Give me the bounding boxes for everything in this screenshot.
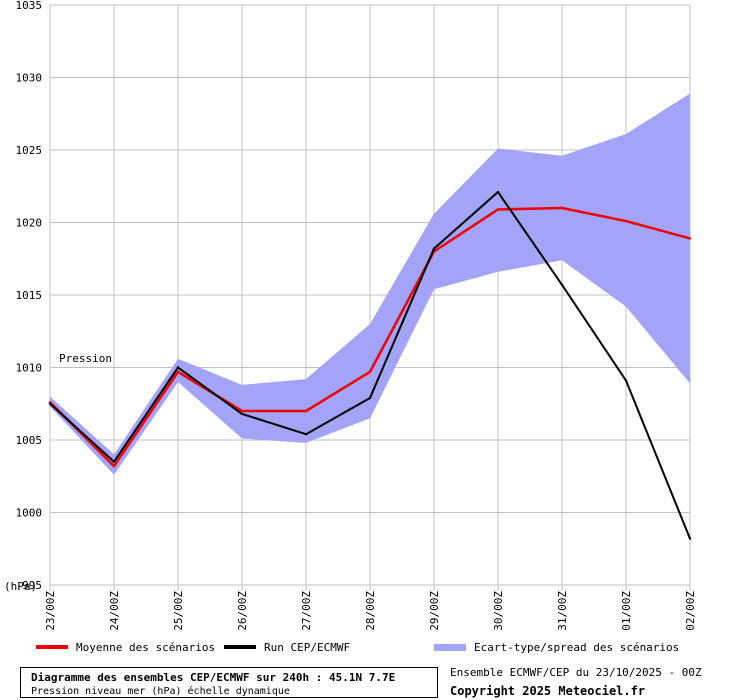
legend-item-mean: Moyenne des scénarios <box>36 638 215 656</box>
run-series-point <box>624 379 628 382</box>
x-tick-label: 02/00Z <box>684 591 697 631</box>
pressure-chart: 1035 1030 1025 1020 1015 1010 1005 1000 99523/00… <box>4 0 698 631</box>
x-tick-label: 31/00Z <box>556 591 569 631</box>
run-series-point <box>368 396 372 400</box>
copyright: Copyright 2025 Meteociel.fr <box>450 684 646 698</box>
run-series-point <box>560 283 564 287</box>
y-tick-label: 1035 <box>16 0 43 12</box>
x-tick-label: 23/00Z <box>44 591 57 631</box>
x-tick-label: 30/00Z <box>492 591 505 631</box>
legend-item-run: Run CEP/ECMWF <box>224 638 350 656</box>
spread-band <box>50 93 690 475</box>
mean-series-point <box>368 370 372 374</box>
run-series-point <box>432 247 436 250</box>
run-series-point <box>176 366 180 369</box>
mean-series-point <box>624 219 628 223</box>
mean-series-point <box>240 409 244 413</box>
y-tick-label: 1000 <box>16 507 43 520</box>
run-series-point <box>688 537 692 540</box>
mean-series-point <box>688 237 692 240</box>
y-tick-label: 1025 <box>16 144 43 157</box>
grid <box>49 4 691 591</box>
chart-title: Diagramme des ensembles CEP/ECMWF sur 24… <box>31 671 396 684</box>
run-series-point <box>304 433 308 436</box>
legend: Moyenne des scénarios Run CEP/ECMWF Ecar… <box>0 638 740 656</box>
chart-subtitle: Pression niveau mer (hPa) échelle dynami… <box>31 686 290 697</box>
mean-series-point <box>496 208 500 211</box>
legend-swatch-spread <box>434 643 466 651</box>
x-tick-label: 24/00Z <box>108 591 121 631</box>
series-label: Pression <box>59 352 112 365</box>
x-tick-label: 01/00Z <box>620 591 633 631</box>
axis-labels: 1035 1030 1025 1020 1015 1010 1005 1000 99523/00… <box>16 0 698 631</box>
y-tick-label: 1005 <box>16 434 43 447</box>
run-info: Ensemble ECMWF/CEP du 23/10/2025 - 00Z <box>450 666 702 679</box>
run-series-point <box>112 460 116 463</box>
y-tick-label: 1030 <box>16 72 43 85</box>
run-series-point <box>240 412 244 416</box>
mean-series-point <box>304 409 308 413</box>
x-tick-label: 27/00Z <box>300 591 313 631</box>
legend-label-run: Run CEP/ECMWF <box>264 640 351 654</box>
mean-series-point <box>176 370 180 374</box>
legend-label-mean: Moyenne des scénarios <box>76 640 216 654</box>
y-tick-label: 1020 <box>16 217 43 230</box>
x-tick-label: 26/00Z <box>236 591 249 631</box>
x-tick-label: 28/00Z <box>364 591 377 631</box>
legend-item-spread: Ecart-type/spread des scénarios <box>434 638 679 656</box>
x-tick-label: 29/00Z <box>428 591 441 631</box>
run-series-point <box>496 190 500 194</box>
legend-swatch-mean <box>36 645 68 649</box>
mean-series-point <box>560 206 564 210</box>
series-layer <box>48 190 692 540</box>
legend-label-spread: Ecart-type/spread des scénarios <box>474 640 680 654</box>
y-tick-label: 1015 <box>16 289 43 302</box>
y-axis-unit: (hPa) <box>4 580 37 593</box>
run-series-point <box>48 402 52 405</box>
mean-series-point <box>112 464 116 468</box>
y-tick-label: 1010 <box>16 362 43 375</box>
y-tick-label: 995 <box>22 579 42 592</box>
spread-band-layer <box>50 93 690 475</box>
legend-swatch-run <box>224 645 256 649</box>
x-tick-label: 25/00Z <box>172 591 185 631</box>
info-box: Diagramme des ensembles CEP/ECMWF sur 24… <box>20 667 438 698</box>
